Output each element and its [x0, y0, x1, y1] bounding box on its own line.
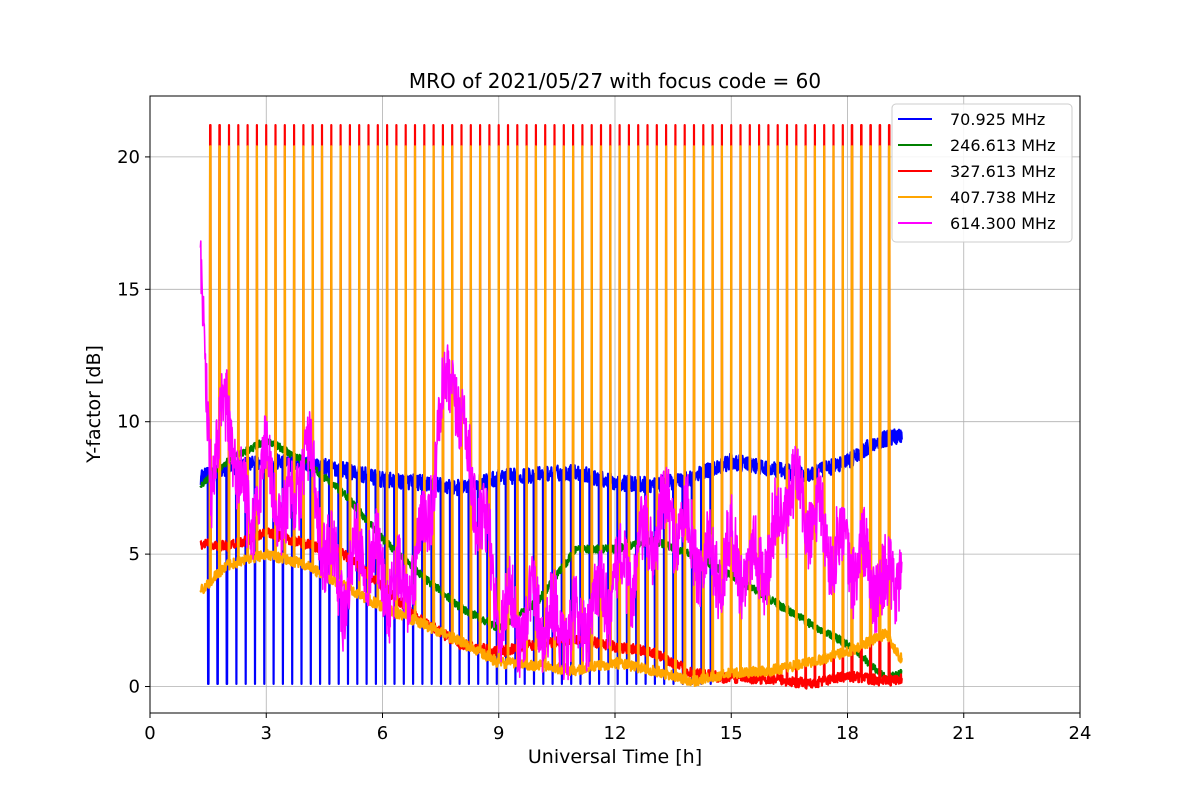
legend-label: 70.925 MHz — [950, 110, 1045, 129]
y-tick-label: 20 — [117, 147, 140, 168]
x-tick-label: 6 — [377, 723, 388, 744]
legend-label: 614.300 MHz — [950, 214, 1055, 233]
legend-box — [891, 103, 1073, 243]
x-tick-label: 9 — [493, 723, 504, 744]
y-axis-label: Y-factor [dB] — [83, 345, 105, 464]
legend-label: 246.613 MHz — [950, 136, 1055, 155]
legend-label: 327.613 MHz — [950, 162, 1055, 181]
legend-label: 407.738 MHz — [950, 188, 1055, 207]
series-line — [199, 123, 903, 690]
y-tick-label: 10 — [117, 412, 140, 433]
y-tick-label: 5 — [129, 544, 140, 565]
x-tick-label: 18 — [836, 723, 859, 744]
legend-items: 70.925 MHz 246.613 MHz 327.613 MHz 407.738 … — [898, 110, 1055, 233]
x-tick-label: 3 — [261, 723, 272, 744]
x-axis-label: Universal Time [h] — [528, 746, 702, 768]
chart-title: MRO of 2021/05/27 with focus code = 60 — [409, 69, 821, 93]
series-line — [199, 428, 903, 686]
x-tick-label: 24 — [1069, 723, 1092, 744]
x-tick-label: 12 — [604, 723, 627, 744]
x-tick-label: 15 — [720, 723, 743, 744]
y-tick-label: 0 — [129, 677, 140, 698]
x-tick-label: 0 — [144, 723, 155, 744]
legend: 70.925 MHz 246.613 MHz 327.613 MHz 407.738 … — [891, 103, 1073, 243]
y-tick-label: 15 — [117, 279, 140, 300]
series-line — [199, 240, 903, 681]
x-tick-label: 21 — [952, 723, 975, 744]
ticks: 0 3 6 9 12 15 18 21 24 0 5 10 15 20 — [117, 147, 1091, 744]
plot-area — [199, 123, 903, 690]
series-line — [199, 145, 903, 688]
